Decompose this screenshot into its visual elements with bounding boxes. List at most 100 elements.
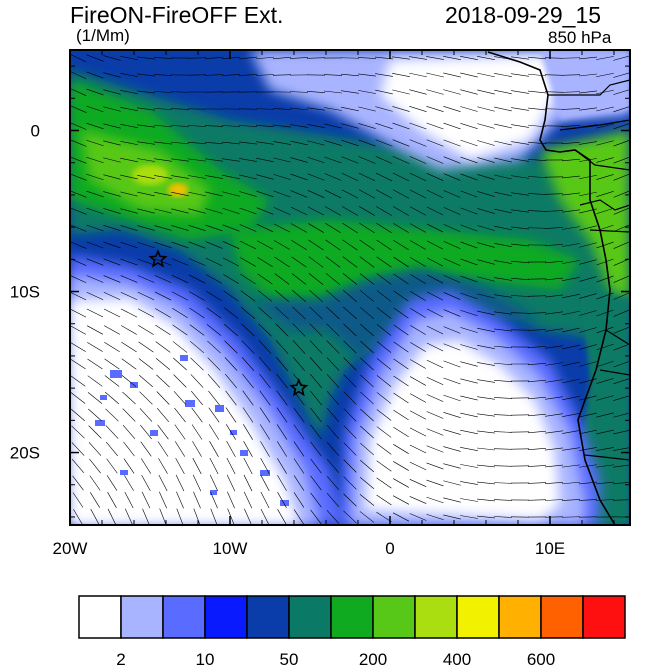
- wind-barb: [226, 457, 236, 475]
- wind-barb: [511, 226, 529, 230]
- wind-barb: [360, 442, 374, 456]
- wind-barb: [562, 209, 580, 213]
- wind-barb: [410, 325, 426, 335]
- wind-barb: [393, 409, 409, 421]
- wind-barb: [121, 375, 137, 387]
- wind-barb: [392, 156, 410, 164]
- wind-barb: [460, 258, 478, 266]
- wind-barb: [70, 342, 86, 352]
- wind-barb: [596, 275, 614, 283]
- wind-barb: [477, 191, 495, 197]
- wind-barb: [409, 139, 427, 147]
- wind-barb: [493, 499, 513, 501]
- wind-barb: [222, 141, 240, 145]
- wind-barb: [511, 124, 529, 128]
- wind-barb: [190, 374, 204, 388]
- wind-barb: [493, 448, 513, 450]
- wind-barb: [545, 260, 563, 264]
- wind-barb: [359, 239, 375, 251]
- markers: [148, 249, 309, 397]
- wind-barb: [157, 441, 169, 457]
- wind-barb: [409, 172, 427, 182]
- wind-barb: [241, 340, 255, 354]
- wind-barb: [409, 444, 427, 454]
- wind-barb: [324, 189, 342, 199]
- colorbar: 2 10 50 200 400 600: [78, 595, 626, 667]
- wind-barb: [426, 342, 444, 352]
- wind-barb: [222, 56, 240, 60]
- wind-barb: [172, 341, 188, 353]
- wind-barb: [342, 222, 358, 234]
- wind-barb: [392, 89, 410, 95]
- wind-barb: [375, 106, 393, 112]
- wind-barb: [70, 325, 87, 335]
- wind-barb: [596, 360, 614, 368]
- wind-barb: [326, 493, 340, 507]
- wind-barb: [460, 395, 478, 401]
- wind-barb: [375, 73, 393, 77]
- wind-barb: [310, 458, 322, 474]
- wind-barb: [192, 474, 202, 492]
- wind-barb: [222, 241, 240, 249]
- wind-barb: [477, 174, 495, 180]
- wind-barb: [174, 441, 186, 457]
- wind-barb: [259, 424, 271, 440]
- colorbar-swatch: [288, 595, 332, 639]
- wind-barb: [86, 224, 104, 232]
- wind-barb: [326, 510, 340, 524]
- wind-barb: [209, 441, 219, 457]
- wind-barb: [174, 407, 186, 423]
- wind-barb: [187, 125, 207, 127]
- wind-barb: [170, 108, 190, 110]
- wind-barb: [224, 357, 238, 371]
- wind-barb: [154, 175, 172, 179]
- wind-barb: [154, 258, 172, 266]
- wind-barb: [188, 191, 206, 197]
- wind-barb: [326, 323, 340, 337]
- wind-barb: [358, 123, 376, 129]
- wind-barb: [173, 374, 187, 388]
- wind-barb: [137, 191, 155, 197]
- wind-barb: [613, 139, 630, 147]
- wind-barb: [171, 141, 189, 145]
- wind-barb: [223, 307, 239, 319]
- wind-barb: [103, 55, 121, 61]
- wind-barb: [545, 243, 563, 247]
- wind-barb: [393, 206, 409, 216]
- wind-barb: [90, 508, 100, 525]
- wind-barb: [443, 326, 461, 334]
- wind-barb: [409, 410, 427, 420]
- wind-barb: [255, 74, 275, 76]
- wind-barb: [443, 309, 461, 317]
- wind-barb: [88, 442, 102, 456]
- wind-barb: [613, 395, 630, 401]
- wind-barb: [613, 207, 630, 215]
- star-marker: [148, 249, 168, 268]
- wind-barb: [310, 407, 322, 423]
- wind-barb: [562, 344, 580, 350]
- wind-barb: [477, 396, 495, 400]
- wind-barb: [121, 358, 137, 370]
- wind-barb: [137, 258, 155, 266]
- wind-barb: [460, 292, 478, 300]
- wind-barb: [326, 475, 340, 491]
- wind-barb: [613, 326, 630, 334]
- wind-barb: [443, 411, 461, 419]
- wind-barb: [206, 307, 222, 319]
- wind-barb: [70, 207, 87, 215]
- wind-barb: [326, 374, 340, 388]
- wind-barb: [562, 260, 580, 264]
- y-tick-label: 20S: [10, 444, 40, 463]
- wind-barb: [409, 479, 427, 487]
- wind-barb: [596, 326, 614, 334]
- wind-barb: [376, 426, 392, 438]
- wind-barb: [460, 123, 478, 129]
- wind-barb: [477, 413, 495, 417]
- wind-barb: [276, 390, 288, 406]
- wind-barb: [309, 323, 323, 337]
- wind-barb: [358, 189, 376, 199]
- wind-barb: [477, 430, 495, 434]
- wind-barb: [410, 342, 426, 352]
- wind-barb: [188, 208, 206, 214]
- wind-barb: [70, 308, 87, 318]
